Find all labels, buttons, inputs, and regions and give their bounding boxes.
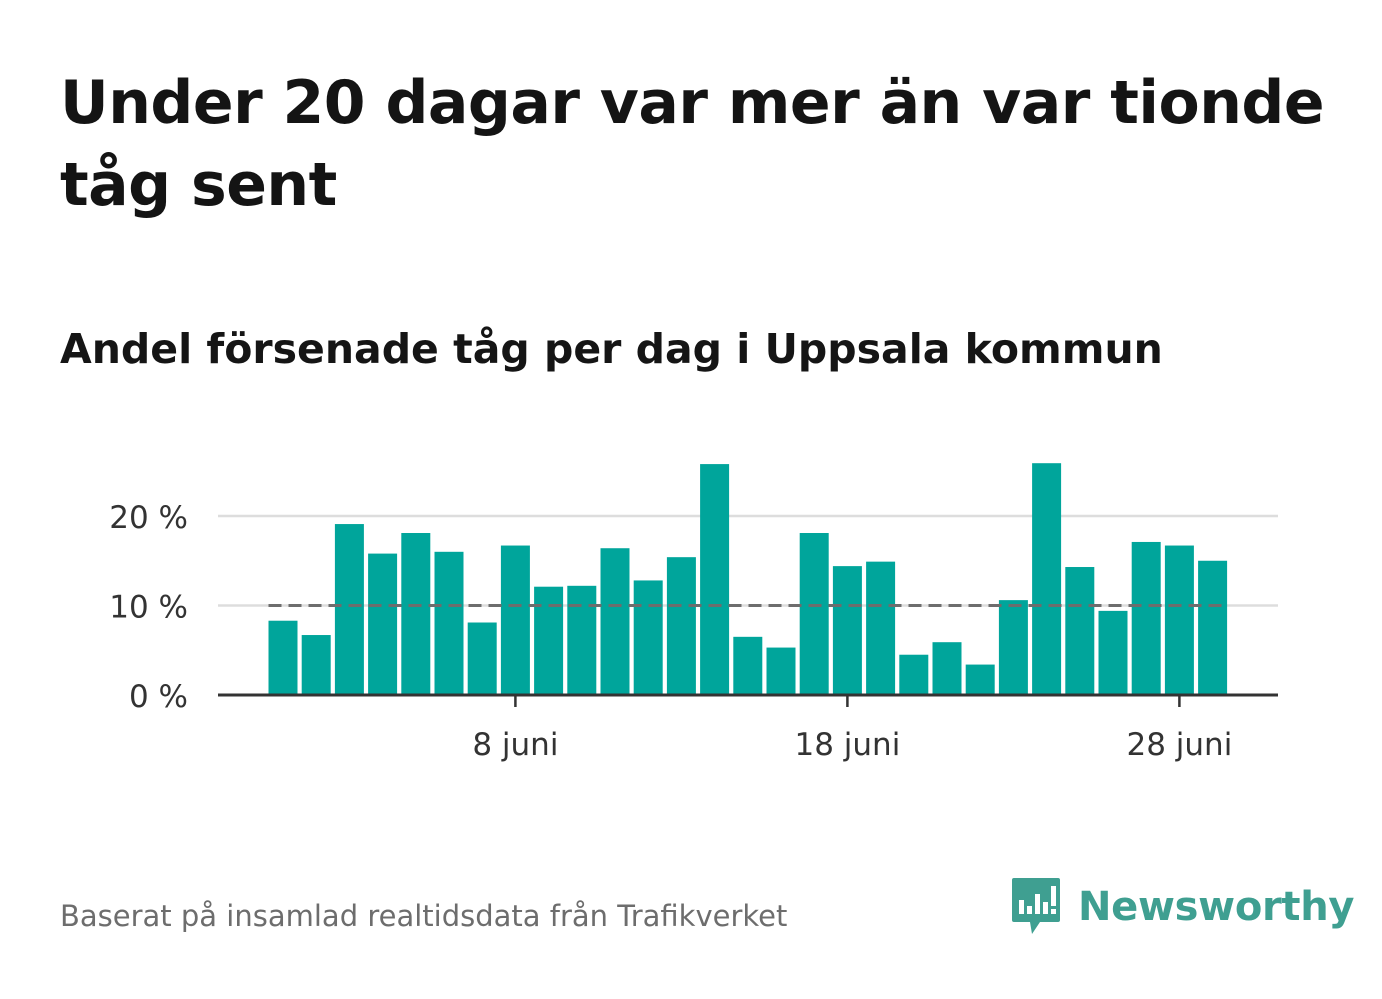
bar: [1198, 560, 1228, 695]
bar: [368, 553, 398, 695]
y-tick-label: 0 %: [129, 679, 188, 715]
bar: [998, 600, 1028, 695]
bar: [1065, 567, 1095, 695]
bar: [401, 533, 431, 695]
bar: [301, 635, 331, 695]
bar: [1098, 610, 1128, 695]
bar: [334, 524, 364, 695]
bar: [534, 586, 564, 695]
chart-subtitle: Andel försenade tåg per dag i Uppsala ko…: [60, 325, 1163, 373]
bar: [666, 557, 696, 695]
bars: [268, 463, 1228, 695]
newsworthy-logo[interactable]: Newsworthy: [1010, 876, 1355, 938]
bar: [832, 566, 862, 695]
source-note: Baserat på insamlad realtidsdata från Tr…: [60, 899, 788, 933]
newsworthy-logo-icon: [1012, 878, 1060, 934]
bar: [633, 580, 663, 695]
bar: [1164, 545, 1194, 695]
bar: [965, 664, 995, 695]
bar: [866, 561, 896, 695]
brand-name: Newsworthy: [1078, 884, 1355, 930]
bar: [600, 548, 630, 695]
bar: [567, 585, 597, 695]
bar: [467, 622, 497, 695]
bar-chart: 0 % 10 % 20 % 8 juni 18 juni 28 juni: [109, 463, 1278, 763]
bar: [799, 533, 829, 695]
bar: [434, 551, 464, 695]
bar: [1032, 463, 1062, 695]
bar: [1131, 541, 1161, 695]
bar: [766, 647, 796, 695]
x-tick-label: 18 juni: [794, 727, 900, 763]
bar: [932, 642, 962, 695]
bar: [899, 654, 929, 695]
x-tick-label: 28 juni: [1126, 727, 1232, 763]
axes: 0 % 10 % 20 % 8 juni 18 juni 28 juni: [109, 500, 1278, 763]
bar: [268, 620, 298, 695]
bar: [700, 464, 730, 695]
y-tick-label: 20 %: [109, 500, 188, 536]
bar: [500, 545, 530, 695]
x-tick-label: 8 juni: [472, 727, 558, 763]
y-tick-label: 10 %: [109, 590, 188, 626]
chart-title: Under 20 dagar var mer än var tionde tåg…: [60, 68, 1325, 220]
bar: [733, 636, 763, 695]
